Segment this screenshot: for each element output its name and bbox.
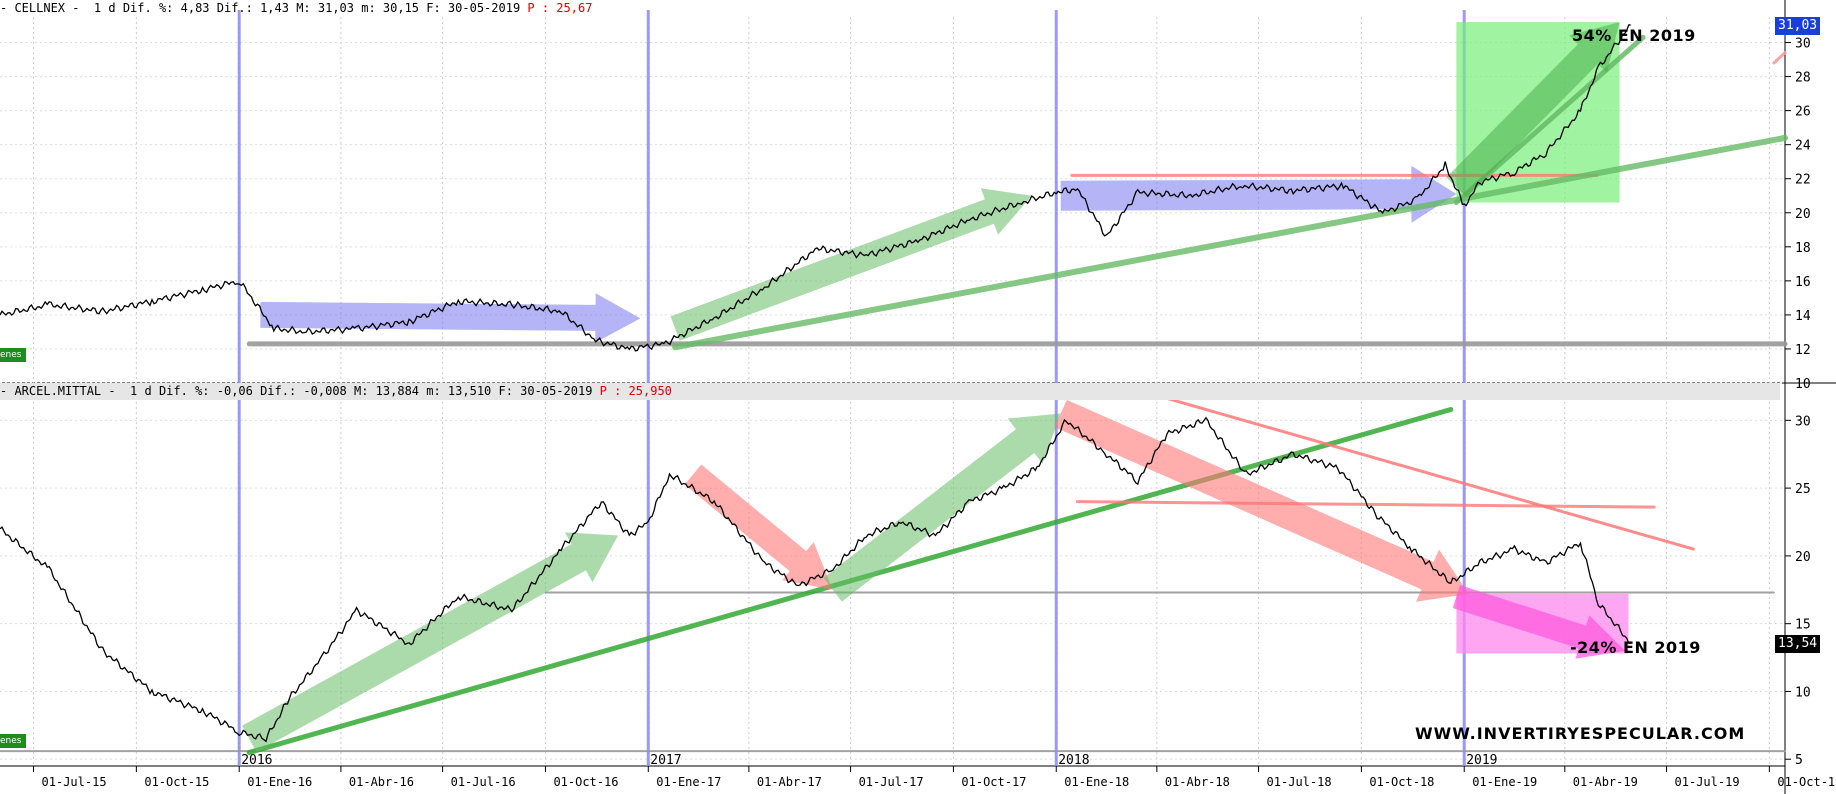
- top-y-tick-label: 10: [1795, 377, 1811, 392]
- top-y-tick-label: 12: [1795, 343, 1811, 358]
- year-label: 2019: [1466, 753, 1497, 768]
- bottom-y-tick-label: 30: [1795, 414, 1811, 429]
- bottom-green-arrow-2017: [823, 413, 1061, 602]
- bottom-y-tick-label: 5: [1795, 753, 1803, 768]
- bottom-annotation: -24% EN 2019: [1570, 638, 1701, 657]
- year-label: 2016: [241, 753, 272, 768]
- website-watermark: WWW.INVERTIRYESPECULAR.COM: [1415, 724, 1746, 743]
- x-tick-label: 01-Oct-19: [1777, 775, 1836, 789]
- x-tick-label: 01-Abr-19: [1573, 775, 1638, 789]
- bottom-red-level: [1075, 500, 1656, 509]
- top-y-tick-label: 24: [1795, 139, 1811, 154]
- bottom-red-arrow-2018: [1054, 399, 1469, 602]
- bottom-y-tick-label: 15: [1795, 618, 1811, 633]
- x-tick-label: 01-Ene-17: [656, 775, 721, 789]
- top-green-arrow-2017: [670, 188, 1032, 341]
- x-tick-label: 01-Oct-16: [553, 775, 618, 789]
- x-tick-label: 01-Oct-17: [961, 775, 1026, 789]
- top-last-value-badge: 31,03: [1775, 17, 1821, 35]
- bottom-y-tick-label: 10: [1795, 685, 1811, 700]
- x-tick-label: 01-Ene-16: [247, 775, 312, 789]
- bottom-green-arrow-2016: [242, 532, 619, 753]
- bottom-y-tick-label: 20: [1795, 550, 1811, 565]
- top-price-line: [0, 24, 1631, 352]
- x-tick-label: 01-Oct-15: [144, 775, 209, 789]
- bottom-panel-header-text: - ARCEL.MITTAL - 1 d Dif. %: -0,06 Dif.:…: [0, 384, 593, 398]
- x-tick-label: 01-Jul-18: [1267, 775, 1332, 789]
- bottom-panel-header-bar: [0, 383, 1780, 400]
- x-tick-label: 01-Jul-15: [42, 775, 107, 789]
- year-label: 2018: [1058, 753, 1089, 768]
- x-tick-label: 01-Jul-19: [1675, 775, 1740, 789]
- year-label: 2017: [650, 753, 681, 768]
- bottom-last-value-badge: 13,54: [1775, 635, 1821, 653]
- bottom-price-line: [0, 416, 1632, 743]
- top-y-tick-label: 26: [1795, 105, 1811, 120]
- top-y-tick-label: 14: [1795, 309, 1811, 324]
- x-tick-label: 01-Abr-18: [1165, 775, 1230, 789]
- top-blue-arrow-2016: [260, 293, 641, 343]
- top-y-tick-label: 16: [1795, 275, 1811, 290]
- top-y-tick-label: 28: [1795, 71, 1811, 86]
- top-volume-tag[interactable]: enes: [0, 348, 26, 362]
- top-panel-header: - CELLNEX - 1 d Dif. %: 4,83 Dif.: 1,43 …: [0, 0, 592, 17]
- bottom-panel-header: - ARCEL.MITTAL - 1 d Dif. %: -0,06 Dif.:…: [0, 383, 672, 400]
- top-panel-header-p: P : 25,67: [527, 1, 593, 15]
- x-tick-label: 01-Oct-18: [1369, 775, 1434, 789]
- top-y-tick-label: 22: [1795, 173, 1811, 188]
- top-y-tick-label: 20: [1795, 207, 1811, 222]
- top-annotation: 54% EN 2019: [1572, 26, 1696, 45]
- x-tick-label: 01-Abr-17: [757, 775, 822, 789]
- bottom-panel-header-p: P : 25,950: [599, 384, 672, 398]
- bottom-red-downtrend: [1147, 391, 1695, 551]
- top-green-arrow-2019: [1446, 22, 1620, 198]
- bottom-red-arrow-2017: [684, 464, 833, 590]
- top-y-tick-label: 30: [1795, 37, 1811, 52]
- bottom-volume-tag[interactable]: enes: [0, 734, 26, 748]
- x-tick-label: 01-Jul-17: [859, 775, 924, 789]
- x-tick-label: 01-Abr-16: [349, 775, 414, 789]
- top-edge-mark: [1772, 51, 1787, 65]
- top-y-tick-label: 18: [1795, 241, 1811, 256]
- x-tick-label: 01-Ene-18: [1064, 775, 1129, 789]
- top-panel-header-text: - CELLNEX - 1 d Dif. %: 4,83 Dif.: 1,43 …: [0, 1, 521, 15]
- x-tick-label: 01-Ene-19: [1472, 775, 1537, 789]
- bottom-y-tick-label: 25: [1795, 482, 1811, 497]
- top-blue-arrow-2018: [1060, 165, 1457, 223]
- top-long-trendline: [672, 134, 1788, 351]
- bottom-pink-arrow-2019: [1452, 585, 1626, 659]
- x-tick-label: 01-Jul-16: [451, 775, 516, 789]
